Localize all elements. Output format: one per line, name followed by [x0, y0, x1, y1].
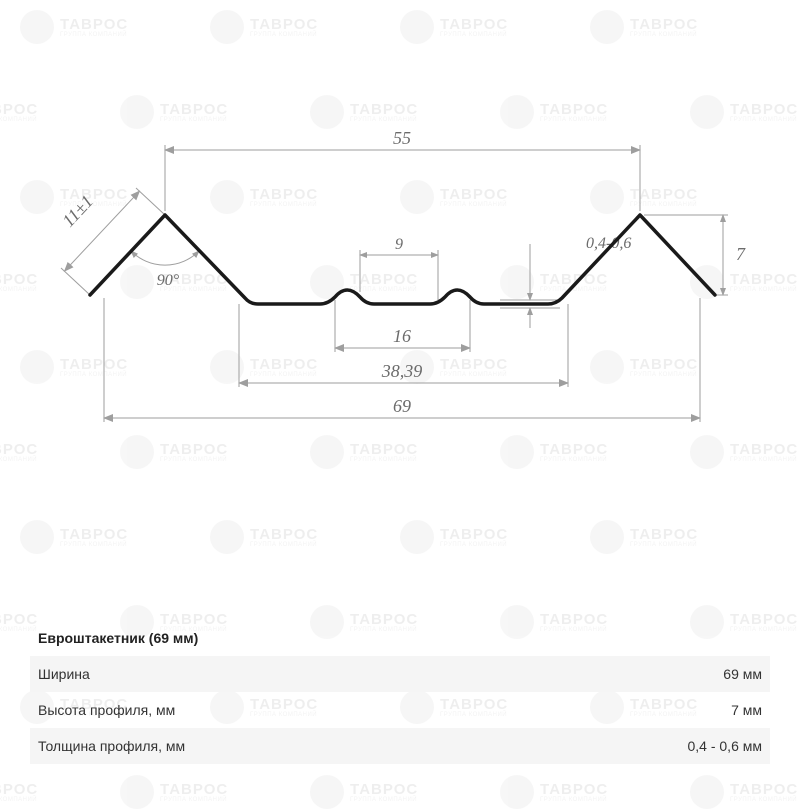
- dim-9: 9: [395, 236, 403, 253]
- spec-row: Ширина 69 мм: [30, 656, 770, 692]
- spec-row: Высота профиля, мм 7 мм: [30, 692, 770, 728]
- profile-diagram: 55 9 0,4-0,6 7 16 38,39 69 90° 11±1: [0, 0, 800, 500]
- spec-label: Толщина профиля, мм: [38, 738, 185, 754]
- dim-55: 55: [393, 128, 411, 148]
- dim-90: 90°: [157, 272, 180, 289]
- profile-outline: [90, 215, 715, 304]
- dim-16: 16: [393, 326, 411, 346]
- spec-row: Толщина профиля, мм 0,4 - 0,6 мм: [30, 728, 770, 764]
- dim-69: 69: [393, 396, 411, 416]
- spec-table: Евроштакетник (69 мм) Ширина 69 мм Высот…: [30, 620, 770, 764]
- spec-label: Высота профиля, мм: [38, 702, 175, 718]
- dim-3839: 38,39: [381, 361, 423, 381]
- spec-title: Евроштакетник (69 мм): [30, 620, 770, 656]
- dim-7: 7: [736, 244, 746, 264]
- spec-value: 69 мм: [723, 666, 762, 682]
- dim-11: 11±1: [58, 191, 97, 231]
- spec-label: Ширина: [38, 666, 90, 682]
- spec-value: 0,4 - 0,6 мм: [687, 738, 762, 754]
- angle-arc: [131, 251, 199, 265]
- spec-value: 7 мм: [731, 702, 762, 718]
- dimension-labels: 55 9 0,4-0,6 7 16 38,39 69 90° 11±1: [58, 128, 746, 416]
